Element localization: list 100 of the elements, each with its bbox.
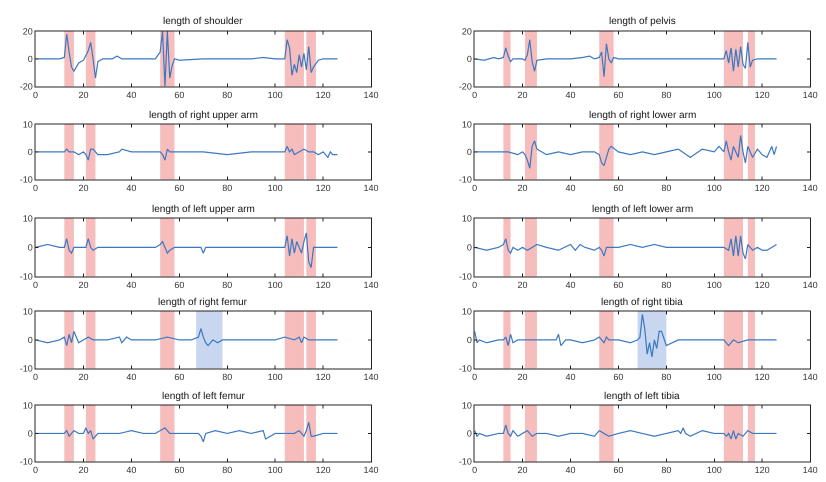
- x-tick-label: 20: [518, 372, 528, 382]
- x-tick-label: 20: [78, 372, 88, 382]
- y-tick-label: 20: [462, 26, 472, 37]
- x-tick-label: 60: [613, 183, 624, 194]
- y-tick-label: 10: [22, 120, 33, 130]
- y-tick-label: -10: [458, 174, 472, 184]
- x-tick-label: 140: [802, 280, 818, 290]
- y-tick-label: -10: [20, 174, 33, 184]
- y-tick-label: -10: [458, 456, 472, 466]
- x-tick-label: 40: [565, 372, 576, 382]
- line-series: [36, 31, 338, 86]
- x-tick-label: 80: [222, 90, 232, 100]
- x-tick-label: 100: [268, 372, 283, 382]
- x-tick-label: 120: [316, 183, 331, 194]
- y-tick-label: 0: [466, 54, 472, 64]
- x-tick-label: 80: [661, 372, 672, 382]
- x-tick-label: 60: [613, 372, 624, 382]
- chart-title: length of right lower arm: [589, 110, 696, 121]
- x-tick-label: 40: [126, 90, 136, 100]
- y-tick-label: 10: [462, 306, 472, 317]
- chart-title: length of pelvis: [609, 16, 676, 27]
- x-tick-label: 60: [174, 183, 184, 194]
- x-tick-label: 80: [222, 280, 232, 290]
- x-tick-label: 100: [268, 465, 283, 476]
- line-series: [36, 232, 338, 268]
- line-series: [36, 422, 338, 442]
- x-tick-label: 100: [268, 280, 283, 290]
- x-tick-label: 140: [802, 183, 818, 194]
- x-tick-label: 100: [706, 183, 722, 194]
- x-tick-label: 60: [613, 280, 624, 290]
- x-tick-label: 100: [706, 90, 722, 100]
- y-tick-label: 0: [466, 242, 472, 253]
- y-tick-label: -10: [20, 271, 33, 282]
- y-tick-label: 0: [466, 428, 472, 439]
- y-tick-label: 0: [28, 147, 33, 158]
- y-tick-label: 10: [462, 214, 472, 224]
- x-tick-label: 140: [364, 465, 379, 476]
- x-tick-label: 120: [316, 90, 331, 100]
- x-tick-label: 20: [78, 465, 88, 476]
- x-tick-label: 100: [268, 90, 283, 100]
- x-tick-label: 20: [78, 183, 88, 194]
- x-tick-label: 120: [754, 280, 770, 290]
- y-tick-label: -10: [20, 363, 33, 374]
- x-tick-label: 60: [613, 465, 624, 476]
- y-tick-label: 0: [28, 335, 33, 346]
- chart-title: length of right femur: [158, 297, 248, 308]
- x-tick-label: 120: [316, 465, 331, 476]
- y-tick-label: 10: [22, 214, 33, 224]
- chart-title: length of left femur: [162, 391, 246, 402]
- x-tick-label: 20: [518, 280, 528, 290]
- x-tick-label: 40: [126, 465, 136, 476]
- x-tick-label: 140: [364, 372, 379, 382]
- y-tick-label: 0: [466, 335, 472, 346]
- line-series: [474, 134, 778, 169]
- line-series: [474, 39, 778, 78]
- x-tick-label: 80: [661, 280, 672, 290]
- x-tick-label: 120: [316, 280, 331, 290]
- x-tick-label: 40: [565, 465, 576, 476]
- x-tick-label: 100: [268, 183, 283, 194]
- y-tick-label: 10: [22, 306, 33, 317]
- x-tick-label: 120: [754, 183, 770, 194]
- x-tick-label: 140: [364, 183, 379, 194]
- x-tick-label: 20: [518, 465, 528, 476]
- x-tick-label: 40: [126, 183, 136, 194]
- x-tick-label: 80: [222, 465, 232, 476]
- x-tick-label: 80: [222, 372, 232, 382]
- x-tick-label: 120: [754, 372, 770, 382]
- x-tick-label: 120: [316, 372, 331, 382]
- x-tick-label: 120: [754, 465, 770, 476]
- x-tick-label: 100: [706, 372, 722, 382]
- y-tick-label: 10: [462, 400, 472, 411]
- x-tick-label: 140: [802, 465, 818, 476]
- line-series: [474, 424, 778, 440]
- x-tick-label: 80: [661, 183, 672, 194]
- y-tick-label: -10: [20, 456, 33, 466]
- y-tick-label: 0: [28, 242, 33, 253]
- line-series: [474, 235, 778, 260]
- x-tick-label: 140: [364, 90, 379, 100]
- x-tick-label: 20: [518, 90, 528, 100]
- line-series: [36, 146, 338, 161]
- line-series: [36, 328, 338, 346]
- x-tick-label: 140: [802, 90, 818, 100]
- x-tick-label: 20: [518, 183, 528, 194]
- y-tick-label: -10: [458, 271, 472, 282]
- x-tick-label: 40: [565, 90, 576, 100]
- x-tick-label: 40: [126, 280, 136, 290]
- x-tick-label: 40: [565, 280, 576, 290]
- y-tick-label: 10: [462, 120, 472, 130]
- x-tick-label: 60: [174, 372, 184, 382]
- chart-title: length of left lower arm: [592, 204, 694, 215]
- x-tick-label: 20: [78, 90, 88, 100]
- chart-title: length of right upper arm: [149, 110, 258, 121]
- y-tick-label: 0: [28, 428, 33, 439]
- x-tick-label: 40: [565, 183, 576, 194]
- y-tick-label: -20: [458, 81, 472, 92]
- y-tick-label: 20: [22, 26, 33, 37]
- x-tick-label: 80: [661, 90, 672, 100]
- x-tick-label: 60: [174, 90, 184, 100]
- x-tick-label: 20: [78, 280, 88, 290]
- x-tick-label: 60: [174, 280, 184, 290]
